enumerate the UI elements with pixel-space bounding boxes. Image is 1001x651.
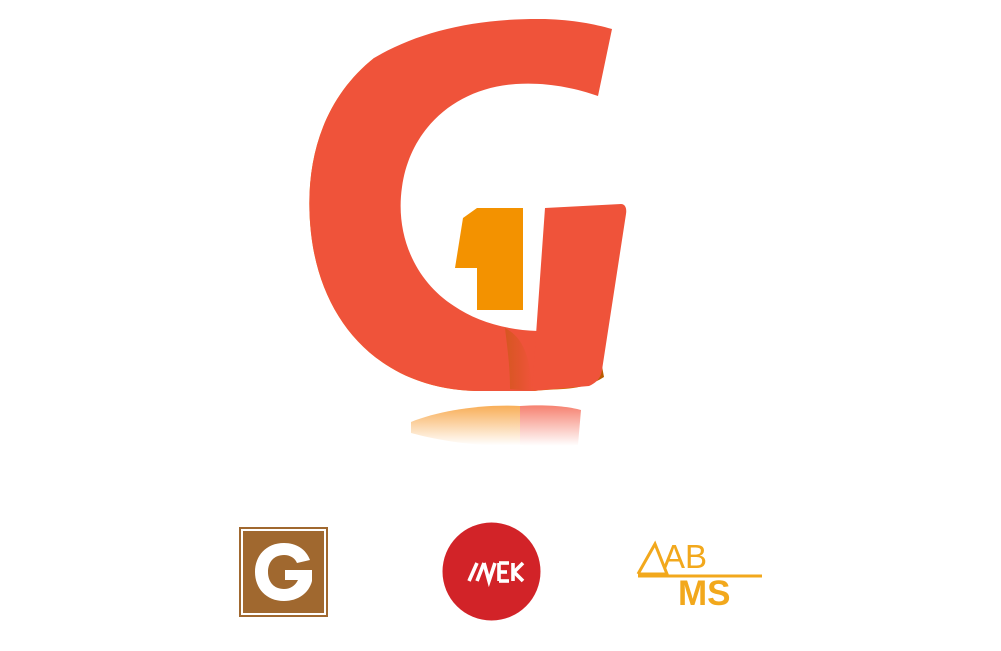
g-logo-body <box>309 18 627 391</box>
g-logo-inner-depth <box>505 328 532 391</box>
g-logo-center-tab <box>455 208 477 268</box>
abms-line-1: AB <box>663 540 707 575</box>
g-logo-reflection <box>411 405 581 446</box>
abms-delta <box>636 540 670 576</box>
g-logo-orange-fold <box>309 58 604 391</box>
g-logo-center-block <box>477 208 523 310</box>
abms-wordmark-logo: AB MS <box>636 538 764 613</box>
g-logo-red-hook <box>532 204 627 391</box>
g-logo-red-arc <box>309 18 612 391</box>
square-g-logo <box>239 527 328 617</box>
red-circle-uek-logo <box>442 522 541 621</box>
square-g-letter <box>255 543 312 601</box>
square-g-frame <box>239 527 328 617</box>
abms-mark: AB MS <box>636 538 762 613</box>
abms-line-2: MS <box>678 574 731 610</box>
reflection-red <box>520 405 581 446</box>
uek-monogram <box>467 561 525 588</box>
reflection-orange <box>411 405 520 446</box>
square-g-inner-frame <box>241 529 326 615</box>
